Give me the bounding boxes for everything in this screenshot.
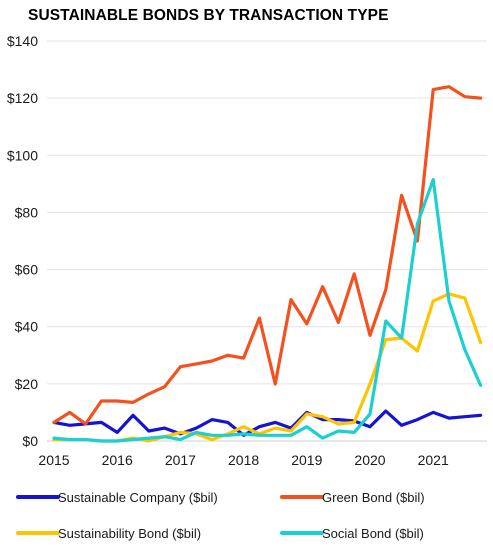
y-tick-label: $40 bbox=[15, 319, 39, 335]
x-tick-label: 2016 bbox=[102, 452, 133, 468]
chart-title: SUSTAINABLE BONDS BY TRANSACTION TYPE bbox=[28, 7, 389, 24]
y-tick-label: $0 bbox=[22, 433, 38, 449]
y-tick-label: $140 bbox=[7, 33, 38, 49]
legend-item: Social Bond ($bil) bbox=[280, 526, 424, 541]
x-tick-label: 2021 bbox=[418, 452, 449, 468]
legend-item: Sustainable Company ($bil) bbox=[16, 490, 218, 505]
y-tick-label: $80 bbox=[15, 204, 39, 220]
y-axis-tick-labels: $0 $20 $40 $60 $80 $100 $120 $140 bbox=[7, 33, 38, 449]
x-tick-label: 2015 bbox=[38, 452, 69, 468]
series-line-2 bbox=[52, 85, 483, 426]
legend-label: Green Bond ($bil) bbox=[322, 490, 425, 505]
x-tick-label: 2018 bbox=[228, 452, 259, 468]
y-tick-label: $120 bbox=[7, 90, 38, 106]
legend-label: Sustainability Bond ($bil) bbox=[58, 526, 201, 541]
x-tick-label: 2019 bbox=[291, 452, 322, 468]
x-tick-label: 2020 bbox=[354, 452, 385, 468]
legend: Sustainable Company ($bil) Green Bond ($b… bbox=[16, 490, 425, 541]
legend-item: Green Bond ($bil) bbox=[280, 490, 425, 505]
y-tick-label: $60 bbox=[15, 262, 39, 278]
x-axis-tick-labels: 2015 2016 2017 2018 2019 2020 2021 bbox=[38, 452, 449, 468]
series-line-1 bbox=[52, 409, 483, 437]
legend-item: Sustainability Bond ($bil) bbox=[16, 526, 201, 541]
series-line-4 bbox=[52, 178, 483, 443]
y-tick-label: $20 bbox=[15, 376, 39, 392]
y-tick-label: $100 bbox=[7, 147, 38, 163]
series-lines bbox=[52, 85, 483, 443]
legend-label: Social Bond ($bil) bbox=[322, 526, 424, 541]
x-tick-label: 2017 bbox=[165, 452, 196, 468]
legend-label: Sustainable Company ($bil) bbox=[58, 490, 218, 505]
gridlines bbox=[47, 40, 487, 442]
